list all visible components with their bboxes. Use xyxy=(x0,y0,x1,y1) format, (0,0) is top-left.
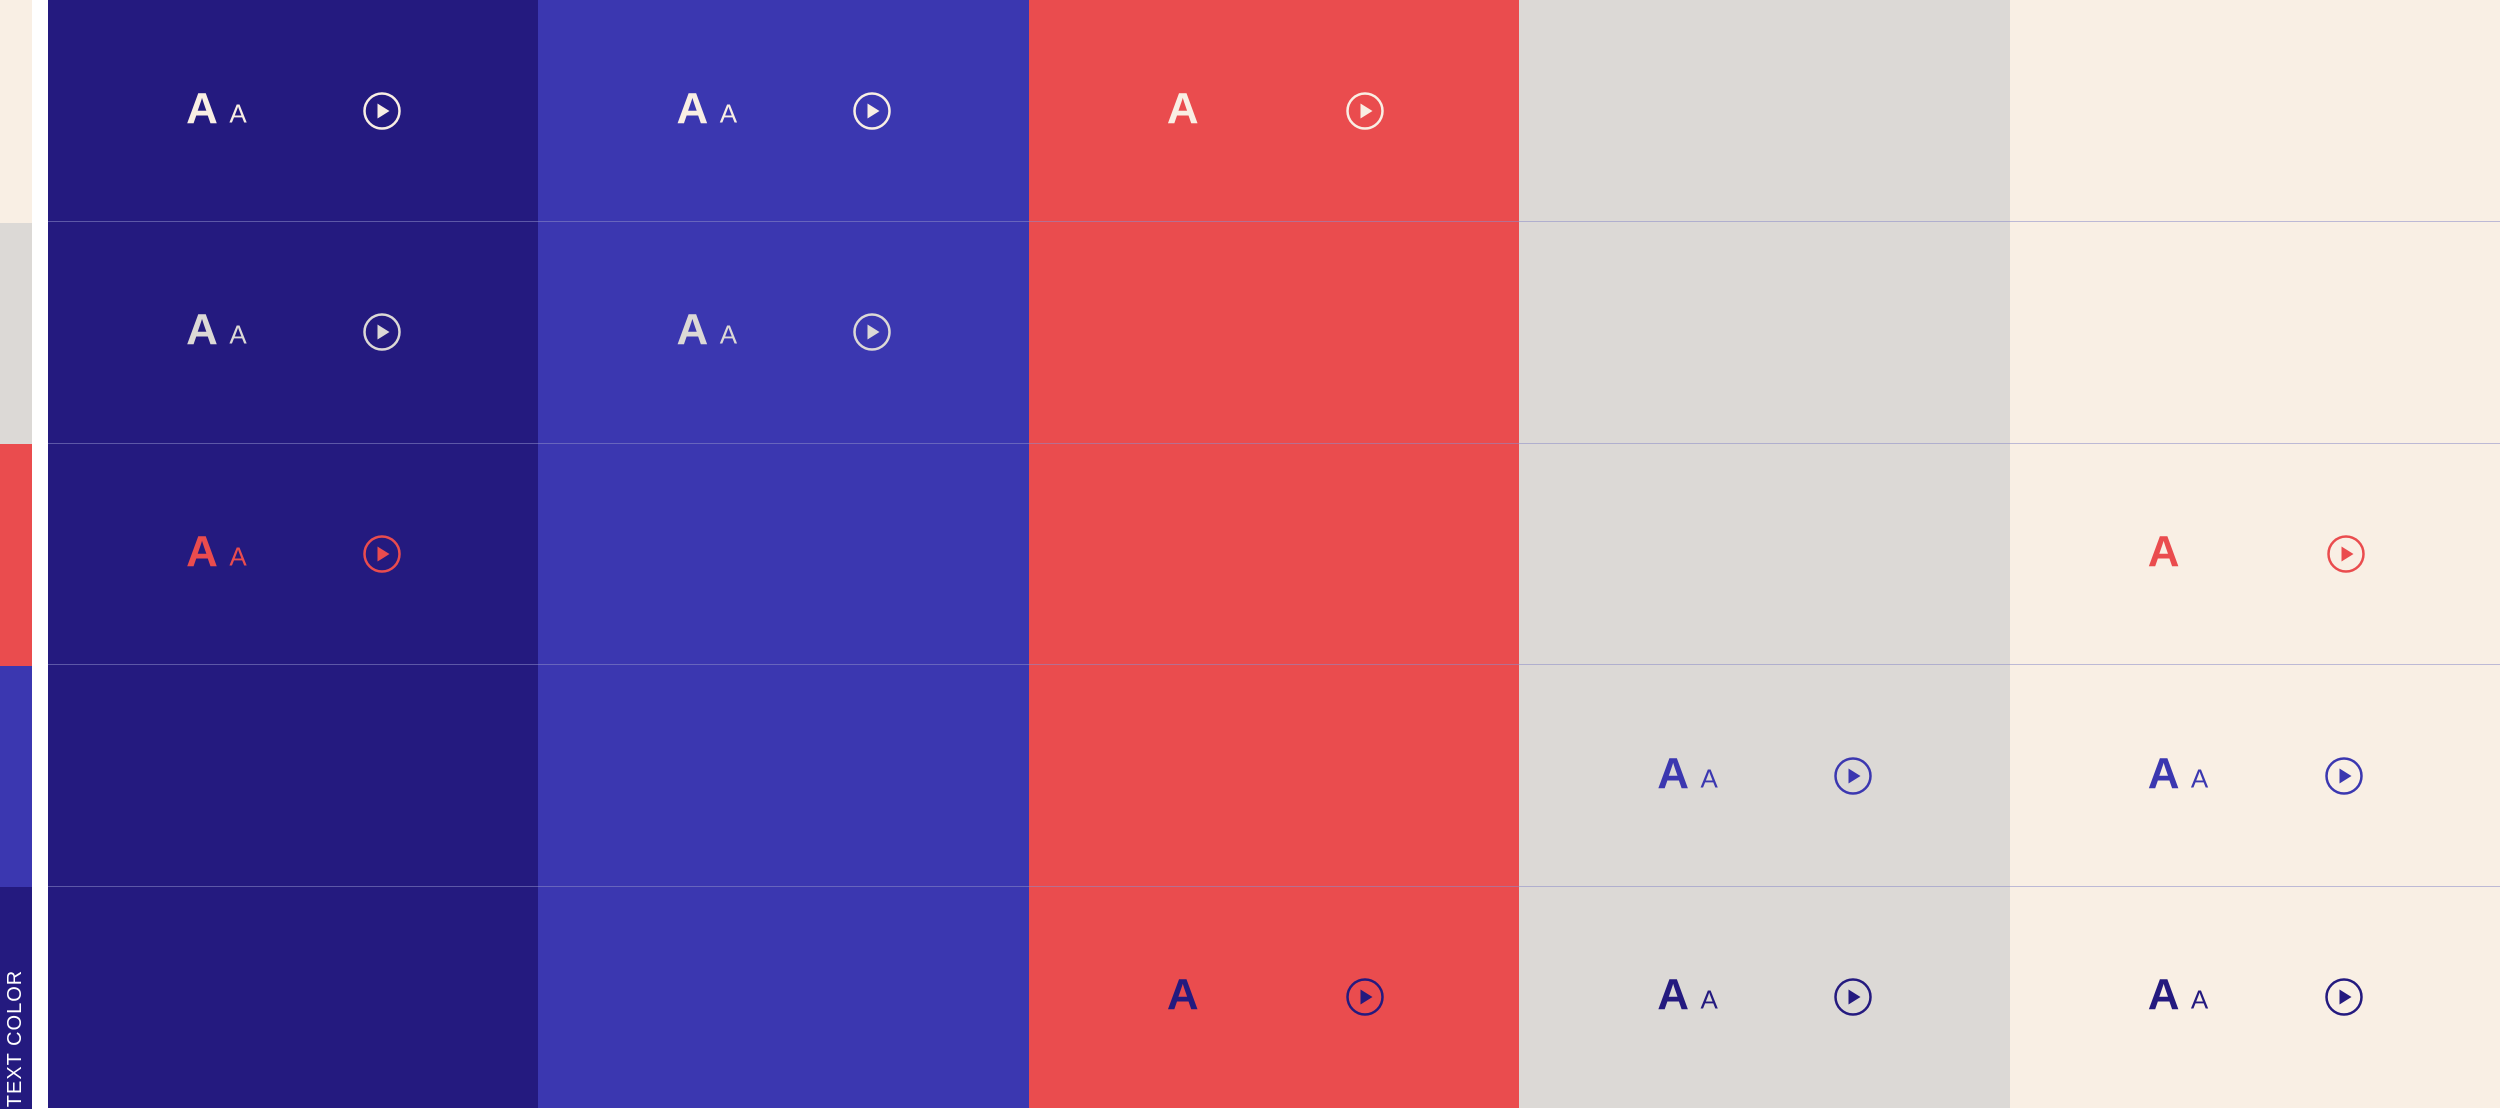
large-text-sample: A xyxy=(186,527,218,577)
large-text-sample: A xyxy=(676,305,709,355)
large-text-sample: A xyxy=(186,84,218,134)
small-text-sample: A xyxy=(229,319,247,350)
large-text-sample: A xyxy=(2147,527,2180,577)
small-text-sample: A xyxy=(229,541,247,572)
large-text-sample: A xyxy=(1166,970,1199,1020)
small-text-sample: A xyxy=(719,98,738,129)
large-text-sample: A xyxy=(2147,970,2180,1020)
play-circle-icon[interactable] xyxy=(2324,977,2364,1017)
text-color-swatch-indigo xyxy=(0,664,32,888)
small-text-sample: A xyxy=(719,319,738,350)
text-color-legend: TEXT COLOR xyxy=(0,0,32,1109)
row-divider xyxy=(48,221,2500,223)
large-text-sample: A xyxy=(2147,748,2180,798)
background-column-indigo xyxy=(538,0,1030,1108)
large-text-sample: A xyxy=(186,305,218,355)
sample-cell-coral-on-cream: A xyxy=(2010,443,2500,665)
play-circle-icon[interactable] xyxy=(2326,534,2366,574)
text-color-swatch-coral xyxy=(0,443,32,666)
play-circle-icon[interactable] xyxy=(1345,977,1385,1017)
background-column-coral xyxy=(1028,0,1521,1108)
play-circle-icon[interactable] xyxy=(1345,91,1385,131)
sample-cell-cream-on-coral: A xyxy=(1029,0,1519,222)
small-text-sample: A xyxy=(1700,984,1718,1015)
text-color-swatch-gray xyxy=(0,221,32,445)
large-text-sample: A xyxy=(1166,84,1199,134)
play-circle-icon[interactable] xyxy=(852,91,892,131)
background-column-navy xyxy=(48,0,540,1108)
text-color-axis-label: TEXT COLOR xyxy=(0,968,32,1108)
large-text-sample: A xyxy=(1657,748,1690,798)
small-text-sample: A xyxy=(2190,763,2209,794)
play-circle-icon[interactable] xyxy=(2324,756,2364,796)
background-column-cream xyxy=(2009,0,2500,1108)
sample-cell-navy-on-coral: A xyxy=(1029,886,1519,1108)
text-color-swatch-navy xyxy=(0,886,32,1109)
row-divider xyxy=(48,664,2500,666)
small-text-sample: A xyxy=(2190,984,2209,1015)
play-circle-icon[interactable] xyxy=(852,312,892,352)
large-text-sample: A xyxy=(1657,970,1690,1020)
play-circle-icon[interactable] xyxy=(362,534,402,574)
play-circle-icon[interactable] xyxy=(362,312,402,352)
background-column-gray xyxy=(1519,0,2011,1108)
row-divider xyxy=(48,442,2500,444)
small-text-sample: A xyxy=(1700,763,1718,794)
text-color-label: TEXT COLOR xyxy=(4,969,27,1107)
large-text-sample: A xyxy=(676,84,709,134)
play-circle-icon[interactable] xyxy=(362,91,402,131)
play-circle-icon[interactable] xyxy=(1833,977,1873,1017)
row-divider xyxy=(48,885,2500,887)
small-text-sample: A xyxy=(229,98,247,129)
text-color-swatch-cream xyxy=(0,0,32,223)
play-circle-icon[interactable] xyxy=(1833,756,1873,796)
